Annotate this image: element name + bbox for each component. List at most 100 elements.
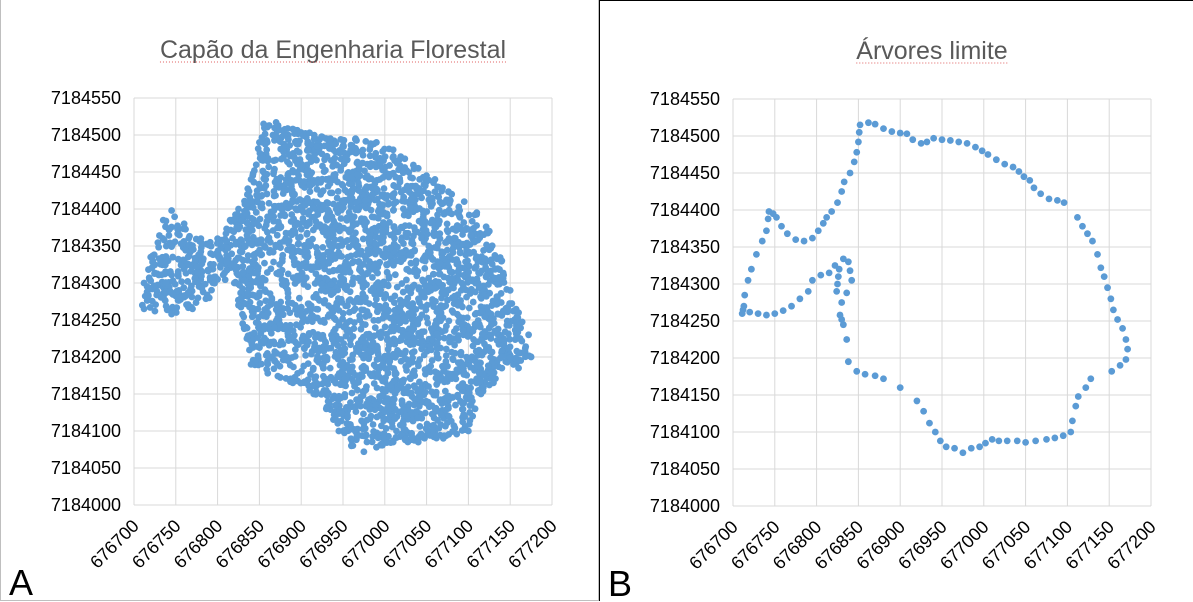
chart-b-point (838, 188, 846, 195)
chart-a-point (403, 276, 410, 284)
chart-a-point (321, 142, 328, 150)
chart-a-point (347, 435, 355, 443)
chart-a-point (355, 187, 363, 194)
chart-a-point (506, 287, 514, 294)
chart-a-point (405, 168, 413, 176)
chart-b-point (992, 156, 1000, 164)
chart-a-point (245, 272, 253, 280)
chart-a-point (373, 413, 381, 421)
chart-b-point (1015, 168, 1023, 175)
chart-b-point (809, 234, 816, 242)
chart-b-point (773, 214, 780, 221)
chart-a-point (298, 367, 305, 375)
chart-a-point (258, 360, 265, 368)
chart-a-point (401, 426, 409, 434)
chart-b-point (1037, 190, 1045, 198)
chart-a-point (380, 415, 388, 422)
chart-a-point (314, 276, 322, 284)
chart-a-point (273, 231, 281, 239)
chart-a-point (361, 321, 369, 328)
chart-a-point (146, 284, 154, 292)
chart-a-point (456, 249, 464, 257)
chart-a-point (400, 255, 407, 263)
chart-b-point (1060, 199, 1068, 207)
chart-a-point (330, 314, 338, 322)
chart-a-point (341, 261, 349, 269)
chart-a-point (344, 253, 352, 261)
chart-a-point (168, 243, 175, 251)
chart-a-point (359, 333, 367, 341)
chart-a-svg: Capão da Engenharia Florestal 7184000 7184… (9, 36, 561, 601)
chart-a-point (445, 392, 452, 400)
chart-b-ytick-label: 7184050 (650, 459, 720, 479)
chart-a-point (165, 232, 173, 239)
chart-a-point (450, 328, 458, 335)
chart-a-point (308, 318, 316, 326)
chart-a-point (336, 149, 343, 157)
chart-b-point (871, 372, 879, 380)
chart-a-point (305, 237, 313, 245)
chart-a-point (418, 194, 425, 202)
chart-a-point (345, 243, 353, 251)
chart-panel-a: Capão da Engenharia Florestal 7184000 7184… (0, 0, 599, 601)
chart-a-point (505, 344, 512, 352)
chart-b-point (809, 276, 816, 284)
chart-a-point (364, 172, 371, 180)
chart-a-point (468, 285, 475, 293)
chart-a-point (348, 389, 356, 397)
chart-a-point (385, 252, 393, 260)
chart-a-point (354, 242, 362, 250)
chart-b-point (1059, 432, 1067, 440)
chart-a-point (381, 323, 389, 331)
chart-a-point (217, 262, 224, 270)
chart-a-point (345, 180, 353, 187)
chart-a-point (140, 305, 148, 313)
chart-a-point (272, 243, 280, 251)
chart-a-point (305, 210, 312, 218)
chart-a-point (434, 192, 442, 200)
chart-a-point (440, 273, 448, 281)
chart-a-point (398, 334, 405, 342)
chart-a-point (313, 185, 321, 193)
chart-a-point (462, 258, 469, 266)
chart-a-point (380, 185, 388, 192)
chart-a-point (235, 205, 242, 213)
chart-a-point (256, 299, 264, 307)
chart-a-point (359, 151, 367, 159)
chart-a-point (181, 292, 188, 299)
chart-a-point (294, 240, 302, 248)
chart-b-point (988, 436, 996, 443)
chart-b-point (861, 370, 869, 378)
chart-b-point (1051, 434, 1059, 442)
chart-a-point (258, 251, 266, 258)
chart-a-point (314, 209, 322, 217)
chart-a-point (256, 215, 264, 223)
chart-a-point (370, 428, 378, 435)
chart-a-point (260, 184, 268, 192)
chart-a-point (399, 169, 407, 177)
chart-a-point (306, 129, 313, 137)
chart-a-ytick-label: 7184200 (51, 347, 121, 367)
chart-a-point (449, 356, 457, 364)
chart-b-point (1045, 195, 1053, 203)
chart-a-point (467, 231, 475, 239)
chart-a-point (278, 155, 285, 163)
chart-a-point (167, 268, 174, 275)
chart-a-point (373, 342, 381, 350)
chart-a-point (418, 337, 426, 344)
chart-b-point (804, 288, 812, 295)
chart-a-point (422, 306, 430, 314)
chart-a-point (389, 146, 397, 154)
chart-b-point (835, 265, 843, 273)
chart-a-point (429, 194, 436, 202)
chart-b-point (800, 237, 808, 245)
chart-a-point (338, 410, 345, 417)
chart-a-point (284, 289, 292, 297)
chart-b-point (840, 178, 848, 186)
chart-a-point (299, 314, 307, 321)
chart-a-point (416, 175, 423, 183)
chart-b-point (1074, 393, 1082, 400)
chart-a-point (304, 253, 312, 260)
chart-a-point (300, 178, 308, 185)
chart-a-point (288, 211, 296, 218)
